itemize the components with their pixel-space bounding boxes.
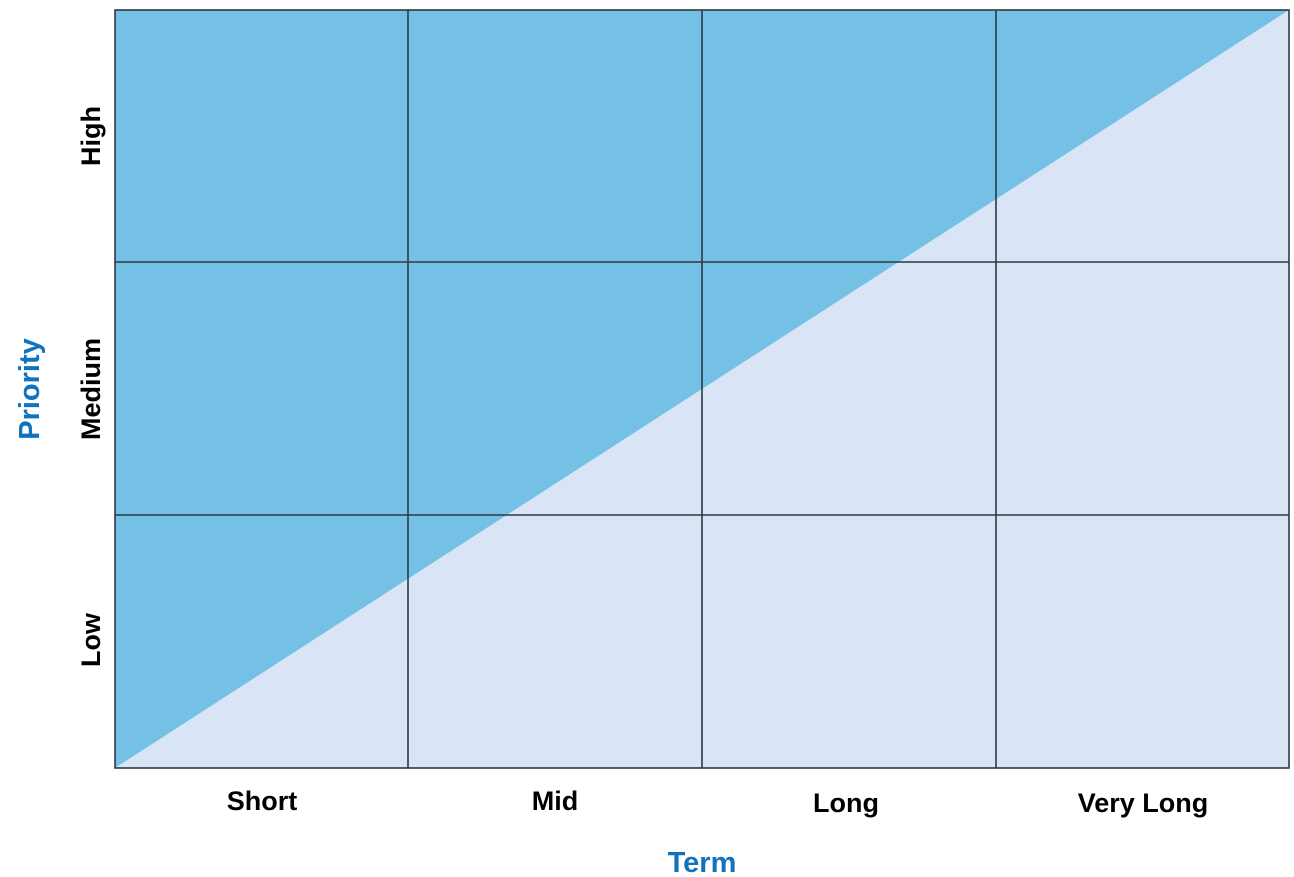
y-label-medium: Medium (76, 338, 106, 440)
x-label-mid: Mid (532, 786, 579, 816)
x-axis-labels: Short Mid Long Very Long (227, 786, 1209, 818)
x-label-very-long: Very Long (1078, 788, 1209, 818)
x-axis-title: Term (668, 847, 737, 877)
y-label-low: Low (76, 612, 106, 667)
x-label-long: Long (813, 788, 879, 818)
grid (114, 9, 1290, 769)
y-axis-labels: High Medium Low (76, 106, 106, 667)
y-axis-title: Priority (14, 338, 46, 440)
x-label-short: Short (227, 786, 298, 816)
y-label-high: High (76, 106, 106, 166)
